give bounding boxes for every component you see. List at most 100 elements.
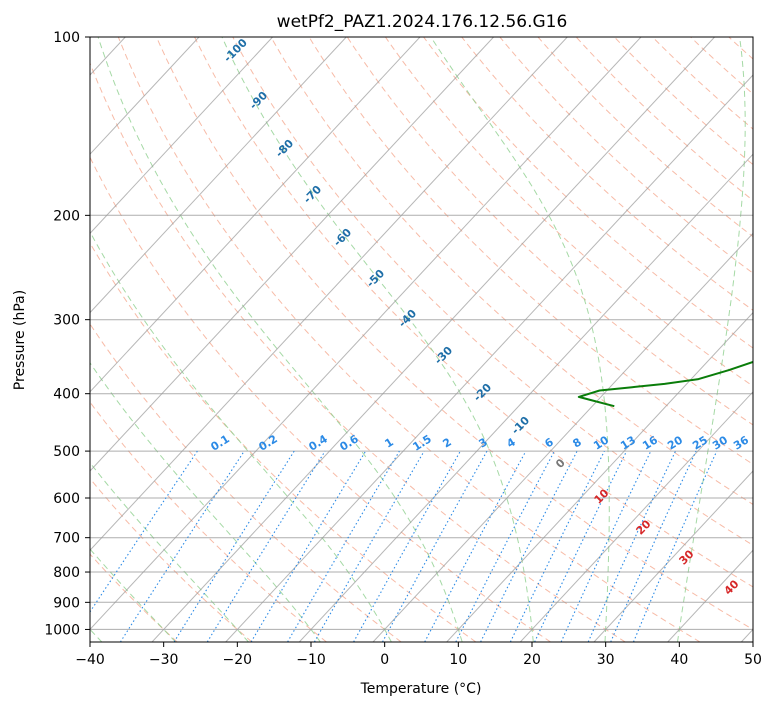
dewpoint-profile-line <box>577 360 753 408</box>
x-tick-label: 20 <box>523 652 541 668</box>
plot-frame <box>89 36 754 643</box>
y-tick-label: 1000 <box>44 622 80 638</box>
mixing-ratio-label: 2 <box>440 435 453 450</box>
mixing-ratio-line <box>119 450 245 642</box>
x-tick-label: −20 <box>223 652 253 668</box>
moist-adiabat-line <box>90 362 321 642</box>
dry-adiabat-line <box>575 37 753 202</box>
mixing-ratio-label: 25 <box>690 433 710 452</box>
chart-title: wetPf2_PAZ1.2024.176.12.56.G16 <box>277 12 568 32</box>
mixing-ratio-line <box>587 450 676 642</box>
isotherm-line <box>90 37 421 393</box>
mixing-ratio-line <box>534 450 628 642</box>
dry-adiabat-line <box>614 37 753 166</box>
x-tick-label: 40 <box>670 652 688 668</box>
isotherm-line <box>90 37 200 155</box>
plot-grid <box>90 37 753 642</box>
dry-adiabat-line <box>270 37 753 505</box>
y-tick-label: 600 <box>53 491 80 507</box>
y-tick-label: 300 <box>53 313 80 329</box>
dry-adiabat-line <box>346 37 753 426</box>
isotherm-line <box>90 37 273 235</box>
dry-adiabat-line <box>308 37 753 465</box>
dry-adiabat-line <box>90 401 327 642</box>
isotherm-line <box>90 37 642 631</box>
y-axis-label: Pressure (hPa) <box>12 290 28 390</box>
mixing-ratio-label: 36 <box>731 433 751 452</box>
dry-adiabat-line <box>90 242 477 642</box>
mixing-ratio-label: 16 <box>640 433 660 452</box>
mixing-ratio-label: 0.4 <box>306 432 330 454</box>
moist-adiabat-line <box>677 37 746 642</box>
dry-adiabat-line <box>194 37 753 588</box>
mixing-ratio-line <box>173 450 295 642</box>
y-tick-label: 100 <box>53 30 80 46</box>
mixing-ratio-line <box>353 450 461 642</box>
dry-adiabat-line <box>90 477 253 642</box>
isotherm-line <box>446 311 753 642</box>
isotherm-line <box>90 37 568 552</box>
moist-adiabat-label: -80 <box>273 137 296 160</box>
mixing-ratio-line <box>313 450 425 642</box>
mixing-ratio-label: 3 <box>476 435 489 450</box>
y-tick-label: 500 <box>53 444 80 460</box>
mixing-ratio-label: 4 <box>504 435 518 450</box>
mixing-ratio-line <box>480 450 578 642</box>
moist-adiabat-line <box>90 461 249 642</box>
x-tick-label: −10 <box>296 652 326 668</box>
axes: −40 −30 −20 −10 0 10 20 30 40 5010020030040050060… <box>44 30 762 668</box>
dry-adiabat-line <box>537 37 753 238</box>
dry-adiabat-line <box>423 37 753 349</box>
mixing-ratio-label: 6 <box>542 435 556 450</box>
moist-adiabat-label: -40 <box>396 307 419 330</box>
x-tick-label: 0 <box>380 652 389 668</box>
dry-adiabat-line <box>90 323 402 642</box>
dry-adiabat-line <box>499 37 753 274</box>
mixing-ratio-line <box>424 450 527 642</box>
isotherm-line <box>90 37 494 472</box>
isotherm-line <box>593 470 753 642</box>
mixing-ratio-label: 0.2 <box>256 432 279 453</box>
y-tick-label: 700 <box>53 531 80 547</box>
isotherm-line <box>90 37 347 314</box>
mixing-ratio-label: 1 <box>382 435 395 450</box>
plot-labels: 0.1 0.2 0.4 0.6 1 1.5 2 3 4 6 8 10 13 16 20 25 30 36-100-… <box>208 36 751 598</box>
mixing-ratio-line <box>250 450 367 642</box>
isotherm-line <box>225 74 753 642</box>
isotherm-line <box>519 391 753 642</box>
dry-adiabat-line <box>90 61 626 642</box>
dry-adiabat-label: 20 <box>634 517 654 537</box>
dry-adiabat-line <box>117 37 701 642</box>
isotherm-line <box>298 153 753 642</box>
moist-adiabat-line <box>221 37 534 642</box>
mixing-ratio-line <box>560 450 652 642</box>
dry-adiabat-line <box>156 37 753 631</box>
dry-adiabat-line <box>461 37 753 311</box>
y-tick-label: 200 <box>53 208 80 224</box>
mixing-ratio-line <box>287 450 400 642</box>
moist-adiabat-label: -60 <box>331 226 354 249</box>
dry-adiabat-line <box>90 156 551 642</box>
moist-adiabat-label: -90 <box>247 89 270 112</box>
y-tick-label: 800 <box>53 565 80 581</box>
isotherm-line <box>740 628 753 642</box>
dry-adiabat-line <box>232 37 753 546</box>
x-axis-label: Temperature (°C) <box>360 681 482 697</box>
mixing-ratio-line <box>632 450 718 642</box>
moist-adiabat-label: -70 <box>301 183 324 206</box>
mixing-ratio-label: 8 <box>570 435 583 450</box>
moist-adiabat-line <box>90 230 392 642</box>
x-tick-label: 30 <box>597 652 615 668</box>
y-tick-label: 400 <box>53 387 80 403</box>
dry-adiabat-line <box>652 37 753 130</box>
x-tick-label: −40 <box>75 652 105 668</box>
y-tick-label: 900 <box>53 595 80 611</box>
plot-series <box>577 37 775 408</box>
x-tick-label: 50 <box>744 652 762 668</box>
mixing-ratio-label: 20 <box>665 433 685 452</box>
isotherm-line <box>151 37 715 642</box>
moist-adiabat-label: -20 <box>471 381 494 404</box>
temperature-profile-line <box>762 37 775 406</box>
mixing-ratio-line <box>206 450 326 642</box>
